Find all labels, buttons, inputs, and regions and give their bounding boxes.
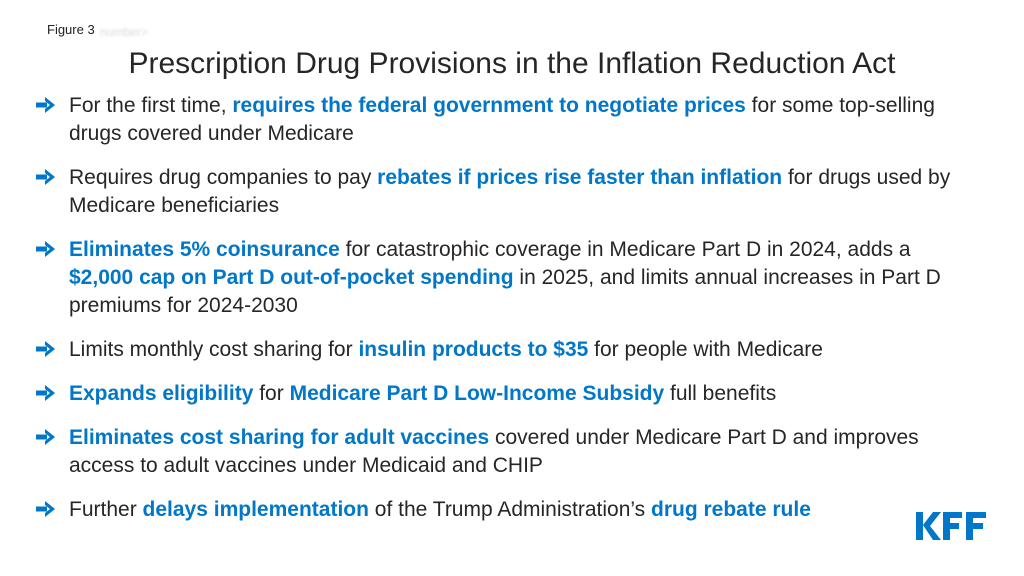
provision-text: Eliminates 5% coinsurance for catastroph… <box>69 238 941 317</box>
provision-item: Limits monthly cost sharing for insulin … <box>36 336 976 364</box>
right-arrow-icon <box>36 164 58 190</box>
right-arrow-icon <box>36 496 58 522</box>
provisions-list: For the first time, requires the federal… <box>36 92 976 524</box>
provision-text: Limits monthly cost sharing for insulin … <box>69 338 823 361</box>
kff-logo <box>916 510 988 542</box>
placeholder-ghost-text: number> <box>100 25 148 39</box>
right-arrow-icon <box>36 236 58 262</box>
provision-item: For the first time, requires the federal… <box>36 92 976 148</box>
provision-item: Further delays implementation of the Tru… <box>36 496 976 524</box>
provision-item: Eliminates cost sharing for adult vaccin… <box>36 424 976 480</box>
right-arrow-icon <box>36 92 58 118</box>
kff-logo-mark <box>916 512 986 540</box>
provision-text: Requires drug companies to pay rebates i… <box>69 166 951 217</box>
provision-item: Requires drug companies to pay rebates i… <box>36 164 976 220</box>
page-title: Prescription Drug Provisions in the Infl… <box>128 47 896 80</box>
right-arrow-icon <box>36 424 58 450</box>
provision-item: Expands eligibility for Medicare Part D … <box>36 380 976 408</box>
provision-item: Eliminates 5% coinsurance for catastroph… <box>36 236 976 320</box>
provision-text: Eliminates cost sharing for adult vaccin… <box>69 426 919 477</box>
figure-label: Figure 3 <box>47 22 95 37</box>
right-arrow-icon <box>36 380 58 406</box>
provision-text: Expands eligibility for Medicare Part D … <box>69 382 777 405</box>
provision-text: For the first time, requires the federal… <box>69 94 935 145</box>
right-arrow-icon <box>36 336 58 362</box>
provision-text: Further delays implementation of the Tru… <box>69 498 811 521</box>
